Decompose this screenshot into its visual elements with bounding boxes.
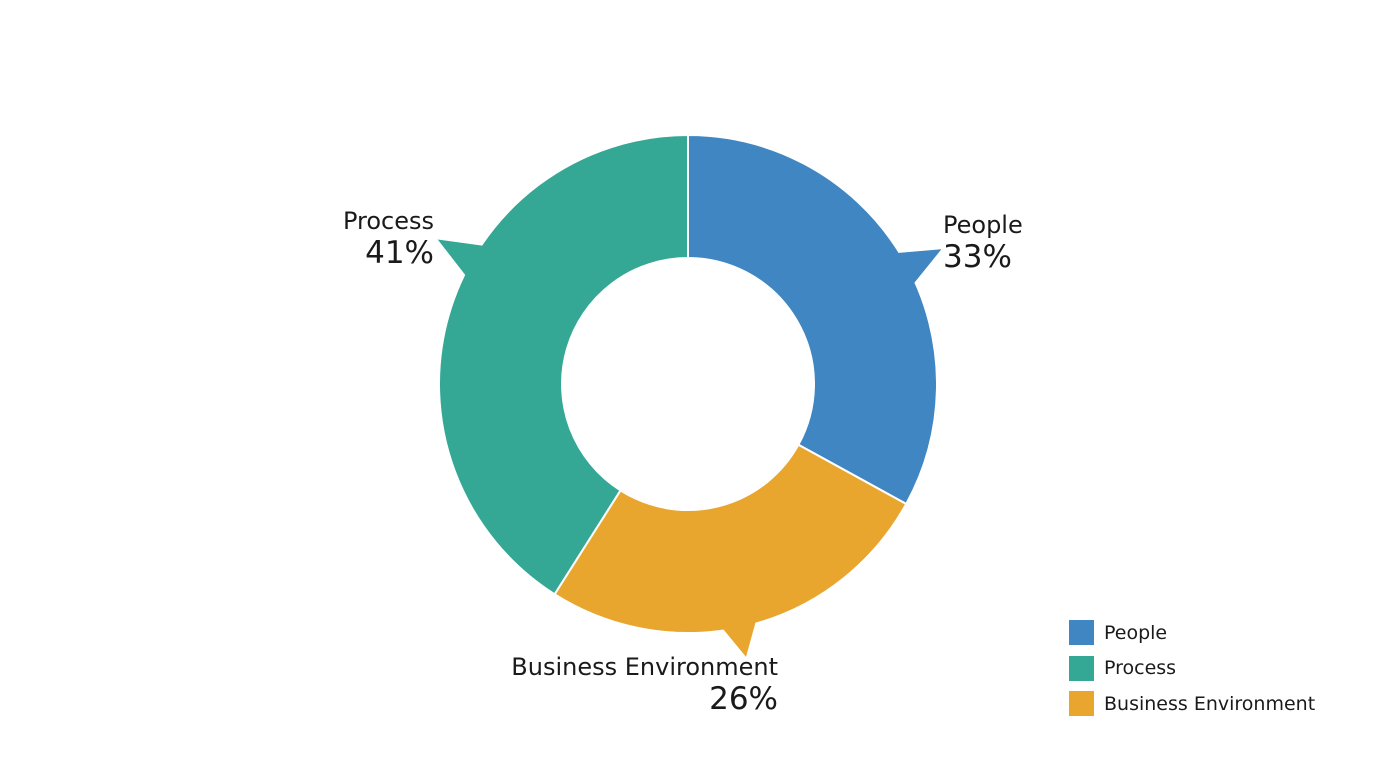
callout-pointer-process <box>437 239 488 280</box>
slice-value-process: 41% <box>365 235 434 271</box>
donut-slice-process[interactable] <box>438 133 689 596</box>
legend-label-process: Process <box>1104 657 1177 680</box>
legend-label-people: People <box>1104 621 1168 644</box>
callout-pointer-business-environment <box>719 616 758 657</box>
legend-swatch-people <box>1069 620 1094 646</box>
donut-slice-people[interactable] <box>687 133 938 506</box>
legend-item-business-environment[interactable]: Business Environment <box>1069 686 1315 722</box>
slice-value-people: 33% <box>943 239 1012 275</box>
legend-swatch-business-environment <box>1069 691 1094 717</box>
donut-slice-business-environment[interactable] <box>553 443 908 634</box>
legend-label-business-environment: Business Environment <box>1104 692 1316 715</box>
slice-label-business-environment: Business Environment <box>511 653 778 681</box>
callout-pointer-people <box>892 249 942 288</box>
chart-legend: People Process Business Environment <box>1069 615 1315 722</box>
legend-item-process[interactable]: Process <box>1069 651 1315 687</box>
slice-label-people: People <box>943 211 1023 239</box>
donut-slices <box>437 133 942 657</box>
legend-swatch-process <box>1069 655 1094 681</box>
slice-value-business-environment: 26% <box>709 681 778 717</box>
legend-item-people[interactable]: People <box>1069 615 1315 651</box>
slice-label-process: Process <box>343 207 434 235</box>
